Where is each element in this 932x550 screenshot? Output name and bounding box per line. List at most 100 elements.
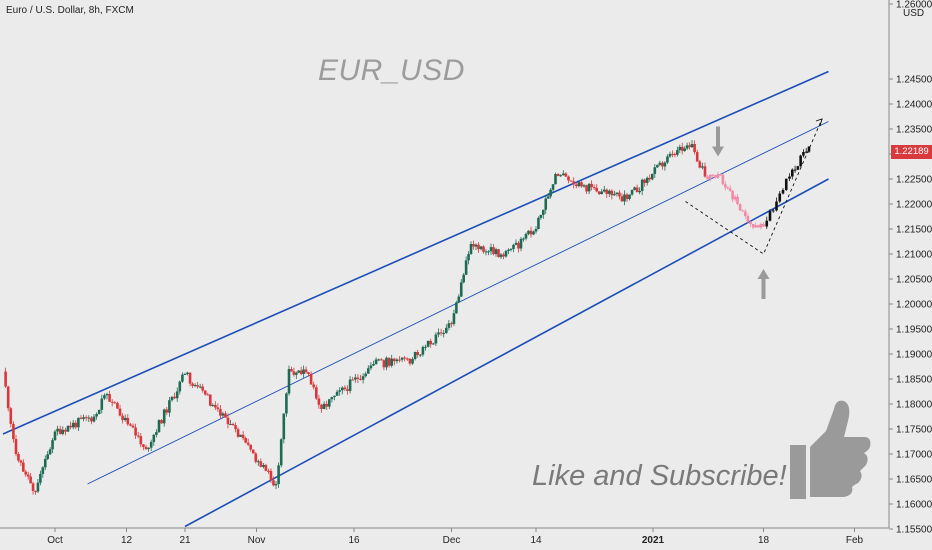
candle [393,358,396,362]
candle [382,360,386,368]
time-tick-label: 18 [758,535,770,546]
candle [74,422,78,428]
price-tick-label: 1.21000 [896,250,932,261]
candle [630,190,634,195]
candle [105,394,109,396]
candle [274,484,278,486]
candle [472,244,475,247]
candle [144,446,148,449]
candle [628,194,631,199]
candle [157,420,161,433]
candle [356,377,360,379]
candle [51,440,54,450]
candle [320,404,323,409]
candle [257,461,260,463]
candle [623,194,626,202]
candle [424,346,427,348]
arrow-down-icon[interactable] [712,126,724,157]
candle [400,357,404,360]
candle [317,398,321,405]
candle [58,428,62,434]
candle [39,473,42,483]
candle [494,249,498,255]
candle [129,424,132,426]
candle [198,386,202,388]
candle [426,340,430,347]
candle [372,364,375,366]
candle [580,182,583,187]
candle [625,194,629,199]
candle [413,352,417,359]
candle [4,371,7,387]
channel-line-upper[interactable] [2,70,829,435]
candle [482,246,485,252]
candle [668,153,672,157]
candle [367,368,370,374]
candle [690,144,694,148]
candle [254,453,258,462]
projected-candle-bear [751,224,755,228]
candle [9,408,13,424]
price-tick-label: 1.24500 [896,75,932,86]
candle [484,251,488,253]
candle [387,357,391,366]
candle [524,233,528,239]
projection-dashed-path[interactable] [685,118,823,255]
price-tick-label: 1.19000 [896,350,932,361]
candle [544,198,548,210]
candle [683,148,686,151]
candle [633,187,636,191]
candle [160,420,163,424]
candle [442,333,445,335]
candle [41,467,45,474]
candle [421,346,425,355]
candle [312,384,315,388]
candle [600,191,604,194]
symbol-watermark: EUR_USD [318,54,465,87]
arrow-up-icon[interactable] [757,269,770,299]
candle [121,415,124,421]
price-tick-label: 1.15500 [896,525,932,536]
candle [377,359,380,361]
candle [542,209,545,215]
candle [36,482,40,492]
candle [110,401,114,403]
candle [597,191,601,194]
candle [147,447,150,449]
candle [162,409,166,424]
candle [608,190,611,194]
candle [406,358,409,360]
projected-candle-bear [749,221,752,224]
candle [390,358,393,366]
candle [234,425,237,430]
channel-line-middle[interactable] [87,121,829,485]
projected-candle-bull [768,211,772,221]
candle [532,231,535,235]
candle [459,282,463,297]
candle [685,145,689,149]
candle [90,417,93,422]
candle [304,369,308,373]
candle [439,332,443,334]
channel-line-lower[interactable] [184,178,829,528]
candle [139,436,143,445]
time-tick-label: 16 [348,535,360,546]
projected-candle-bull [793,169,797,171]
candle [671,153,674,155]
candle [507,249,510,251]
candle [499,254,503,257]
candle [364,373,367,377]
candle [17,454,20,461]
projected-candle-bear [708,174,712,180]
price-tick-label: 1.22000 [896,200,932,211]
candle [134,427,137,436]
candle [211,404,215,406]
candle [279,439,283,466]
candle [168,400,171,413]
candle [186,372,189,374]
candle [224,413,227,418]
candle [385,357,388,368]
time-tick-label: Nov [248,535,266,546]
